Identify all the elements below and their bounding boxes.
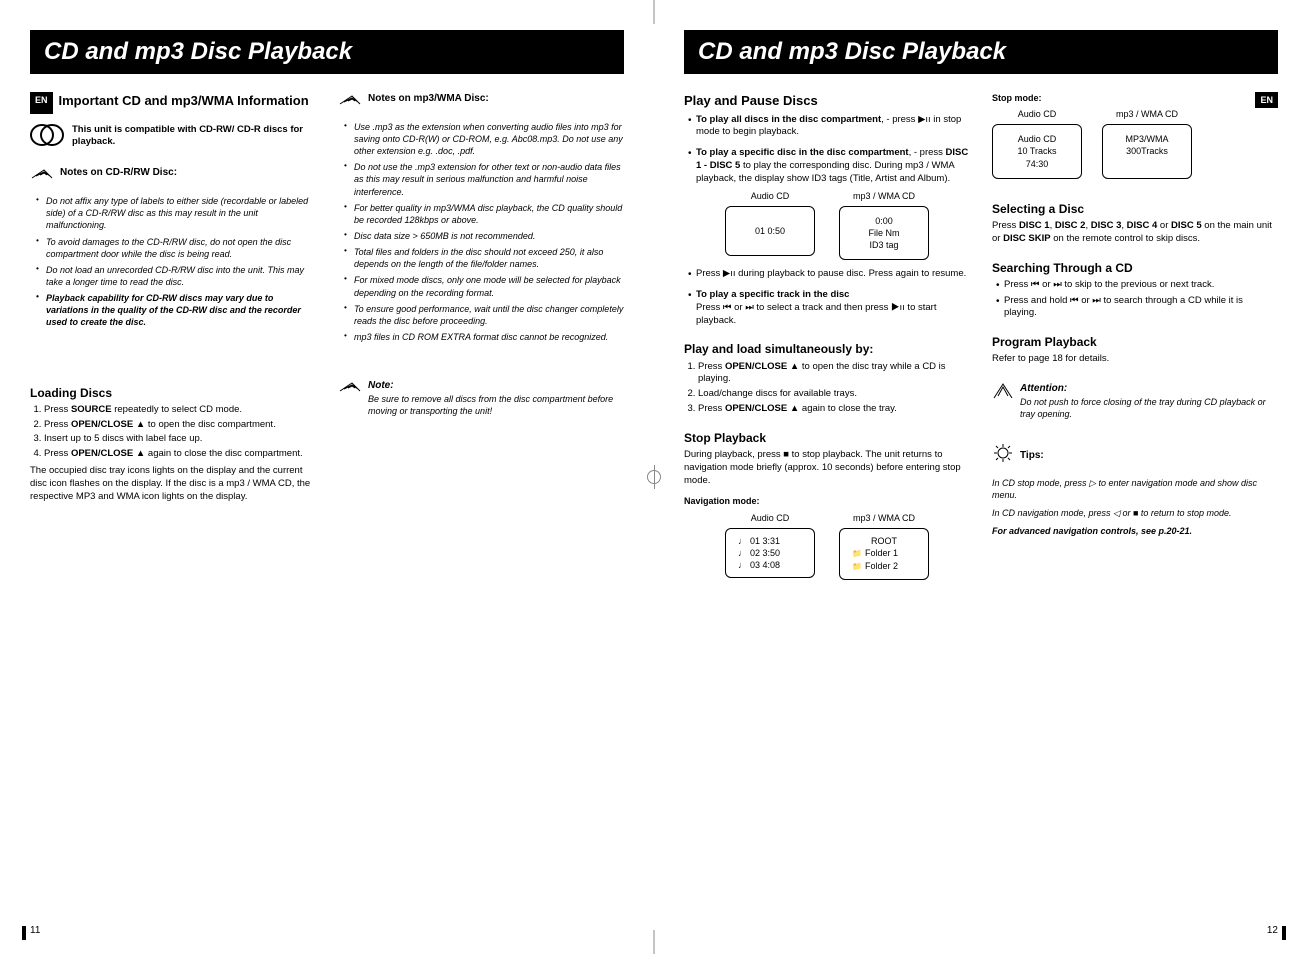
- display-label: mp3 / WMA CD: [839, 512, 929, 524]
- p12-col-right: Stop mode: Audio CD Audio CD 10 Tracks 7…: [992, 92, 1278, 588]
- nav-mode-label: Navigation mode:: [684, 495, 970, 507]
- step-item: Load/change discs for available trays.: [698, 388, 970, 401]
- nav-display-mp3: ROOT Folder 1 Folder 2: [839, 528, 929, 580]
- disc-icon: [30, 124, 64, 151]
- note-text: Be sure to remove all discs from the dis…: [368, 394, 613, 416]
- search-title: Searching Through a CD: [992, 260, 1278, 276]
- note-item: For mixed mode discs, only one mode will…: [347, 274, 624, 298]
- loading-title: Loading Discs: [30, 385, 316, 401]
- track-row: 01 3:31: [738, 535, 802, 547]
- note-item: mp3 files in CD ROM EXTRA format disc ca…: [347, 331, 624, 343]
- play-pause-title: Play and Pause Discs: [684, 92, 970, 110]
- step-item: Press OPEN/CLOSE ▲ to open the disc tray…: [698, 361, 970, 387]
- page-11: CD and mp3 Disc Playback EN Important CD…: [0, 0, 654, 954]
- p11-col-right: Notes on mp3/WMA Disc: Use .mp3 as the e…: [338, 92, 624, 503]
- sec-important-title: Important CD and mp3/WMA Information: [59, 92, 309, 110]
- attention-text: Do not push to force closing of the tray…: [1020, 397, 1266, 419]
- display-audio: 01 0:50: [725, 206, 815, 256]
- step-item: Insert up to 5 discs with label face up.: [44, 433, 316, 446]
- stopmode-label: Stop mode:: [992, 92, 1249, 104]
- notes-cdrw-list: Do not affix any type of labels to eithe…: [30, 195, 316, 328]
- loading-tail: The occupied disc tray icons lights on t…: [30, 465, 316, 503]
- display-label: mp3 / WMA CD: [1102, 108, 1192, 120]
- nav-root: ROOT: [852, 535, 916, 547]
- track-row: 02 3:50: [738, 547, 802, 559]
- note-item: Disc data size > 650MB is not recommende…: [347, 230, 624, 242]
- tips-label: Tips:: [1020, 449, 1044, 463]
- compat-text: This unit is compatible with CD-RW/ CD-R…: [72, 124, 316, 151]
- play-bullet: To play all discs in the disc compartmen…: [688, 114, 970, 140]
- loading-steps: Press SOURCE repeatedly to select CD mod…: [30, 404, 316, 461]
- display-label: mp3 / WMA CD: [839, 190, 929, 202]
- step-item: Press OPEN/CLOSE ▲ to open the disc comp…: [44, 419, 316, 432]
- page-12: CD and mp3 Disc Playback Play and Pause …: [654, 0, 1308, 954]
- note-item: Total files and folders in the disc shou…: [347, 246, 624, 270]
- search-bullet: Press ⏮ or ⏭ to skip to the previous or …: [996, 279, 1278, 292]
- page-number: 12: [1267, 925, 1278, 936]
- program-title: Program Playback: [992, 334, 1278, 350]
- pause-line: Press ▶ıı during playback to pause disc.…: [688, 268, 970, 281]
- notes-icon: [338, 92, 362, 115]
- p11-col-left: EN Important CD and mp3/WMA Information …: [30, 92, 316, 503]
- note-item: Do not load an unrecorded CD-R/RW disc i…: [39, 264, 316, 288]
- folder-row: Folder 1: [852, 547, 916, 560]
- lang-badge: EN: [30, 92, 53, 114]
- play-load-title: Play and load simultaneously by:: [684, 341, 970, 357]
- notes-mp3-list: Use .mp3 as the extension when convertin…: [338, 121, 624, 343]
- note-item: Do not affix any type of labels to eithe…: [39, 195, 316, 231]
- select-text: Press DISC 1, DISC 2, DISC 3, DISC 4 or …: [992, 220, 1278, 246]
- notes-cdrw-label: Notes on CD-R/RW Disc:: [60, 166, 177, 180]
- search-bullet: Press and hold ⏮ or ⏭ to search through …: [996, 295, 1278, 321]
- folder-row: Folder 2: [852, 560, 916, 573]
- note-item: To avoid damages to the CD-R/RW disc, do…: [39, 236, 316, 260]
- note-item: Use .mp3 as the extension when convertin…: [347, 121, 624, 157]
- tip-item: In CD stop mode, press ▷ to enter naviga…: [992, 477, 1278, 501]
- display-label: Audio CD: [992, 108, 1082, 120]
- page-header-left: CD and mp3 Disc Playback: [30, 30, 624, 74]
- stop-text: During playback, press ■ to stop playbac…: [684, 449, 970, 487]
- tip-item: In CD navigation mode, press ◁ or ■ to r…: [992, 507, 1278, 519]
- step-item: Press OPEN/CLOSE ▲ again to close the tr…: [698, 403, 970, 416]
- stop-title: Stop Playback: [684, 430, 970, 446]
- stopmode-mp3: MP3/WMA 300Tracks: [1102, 124, 1192, 178]
- note-item: To ensure good performance, wait until t…: [347, 303, 624, 327]
- step-item: Press OPEN/CLOSE ▲ again to close the di…: [44, 448, 316, 461]
- nav-display-audio: 01 3:31 02 3:50 03 4:08: [725, 528, 815, 578]
- play-bullet: To play a specific disc in the disc comp…: [688, 147, 970, 185]
- display-mp3: 0:00 File Nm ID3 tag: [839, 206, 929, 260]
- note-icon: [338, 379, 362, 402]
- note-item: For better quality in mp3/WMA disc playb…: [347, 202, 624, 226]
- lang-badge: EN: [1255, 92, 1278, 108]
- display-label: Audio CD: [725, 512, 815, 524]
- note-item: Playback capability for CD-RW discs may …: [39, 292, 316, 328]
- spec-track: To play a specific track in the discPres…: [688, 289, 970, 327]
- step-item: Press SOURCE repeatedly to select CD mod…: [44, 404, 316, 417]
- attention-icon: [992, 382, 1014, 407]
- tip-item: For advanced navigation controls, see p.…: [992, 525, 1278, 537]
- tips-icon: [992, 442, 1014, 469]
- program-text: Refer to page 18 for details.: [992, 353, 1278, 366]
- p12-col-left: Play and Pause Discs To play all discs i…: [684, 92, 970, 588]
- track-row: 03 4:08: [738, 559, 802, 571]
- display-label: Audio CD: [725, 190, 815, 202]
- stopmode-audio: Audio CD 10 Tracks 74:30: [992, 124, 1082, 178]
- page-number: 11: [30, 925, 40, 936]
- note-label: Note:: [368, 380, 394, 391]
- select-title: Selecting a Disc: [992, 201, 1278, 217]
- attention-label: Attention:: [1020, 383, 1067, 394]
- note-item: Do not use the .mp3 extension for other …: [347, 161, 624, 197]
- notes-icon: [30, 166, 54, 189]
- page-header-right: CD and mp3 Disc Playback: [684, 30, 1278, 74]
- play-load-steps: Press OPEN/CLOSE ▲ to open the disc tray…: [684, 361, 970, 416]
- notes-mp3-label: Notes on mp3/WMA Disc:: [368, 92, 489, 106]
